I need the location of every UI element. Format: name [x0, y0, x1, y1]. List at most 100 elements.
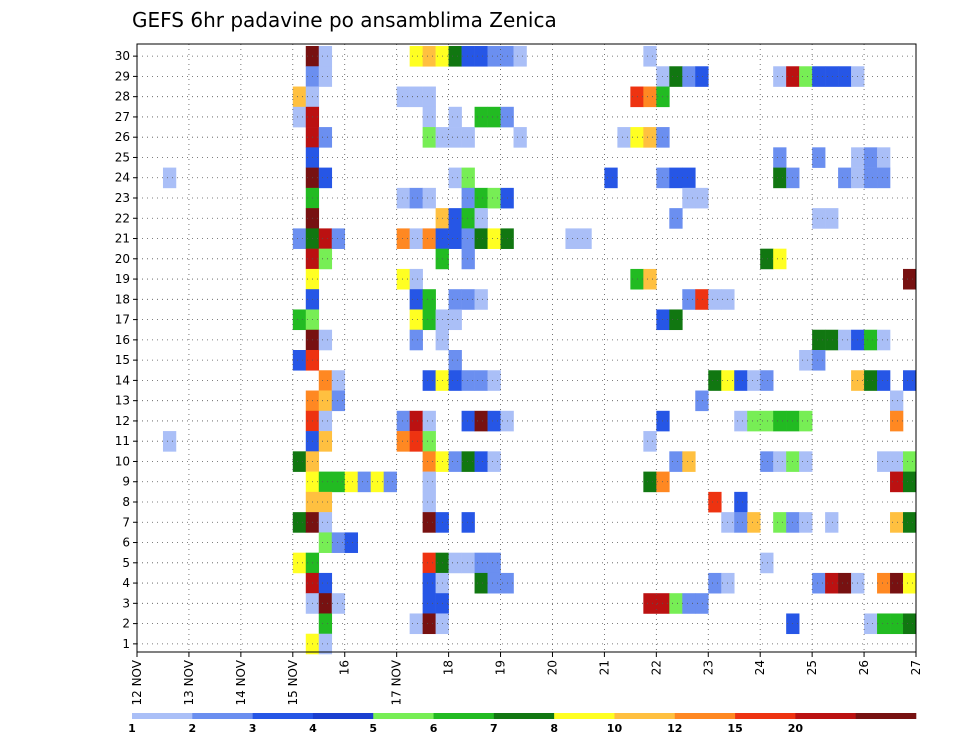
- precip-cell: [890, 410, 904, 432]
- precip-cell: [682, 187, 696, 209]
- x-tick-label: 15 NOV: [286, 659, 300, 705]
- precip-cell: [474, 106, 488, 128]
- precip-cell: [877, 147, 891, 168]
- precip-cell: [890, 471, 904, 493]
- precip-cell: [825, 572, 839, 594]
- precip-cell: [682, 66, 696, 87]
- y-tick-label: 26: [115, 130, 130, 144]
- precip-cell: [903, 512, 917, 533]
- x-tick-label: 14 NOV: [234, 659, 248, 705]
- x-tick-label: 26: [857, 660, 871, 675]
- precip-cell: [877, 451, 891, 472]
- precip-cell: [448, 46, 462, 67]
- precip-cell: [448, 289, 462, 310]
- precip-cell: [448, 106, 462, 128]
- precip-cell: [877, 167, 891, 189]
- precip-cell: [318, 370, 333, 391]
- colorbar-swatch: [493, 713, 555, 719]
- precip-cell: [695, 593, 709, 614]
- precip-cell: [487, 106, 501, 128]
- precip-cell: [461, 248, 475, 270]
- precip-cell: [292, 451, 307, 472]
- precip-cell: [799, 512, 813, 533]
- colorbar-swatch: [252, 713, 314, 719]
- precip-cell: [318, 410, 333, 432]
- precip-cell: [461, 370, 475, 391]
- precip-cell: [357, 471, 371, 493]
- precip-cell: [409, 289, 423, 310]
- colorbar-label: 5: [369, 722, 377, 735]
- precip-cell: [422, 613, 436, 635]
- precip-cell: [669, 593, 683, 614]
- precip-cell: [318, 248, 333, 270]
- y-tick-label: 29: [115, 69, 130, 83]
- precip-cell: [513, 127, 527, 148]
- precip-cell: [864, 147, 878, 168]
- x-tick-label: 23: [701, 660, 715, 675]
- precip-cell: [864, 329, 878, 351]
- x-tick-label: 17 NOV: [390, 659, 404, 705]
- precip-cell: [643, 431, 657, 452]
- precip-cell: [474, 208, 488, 229]
- precip-cell: [903, 268, 917, 290]
- precip-cell: [773, 451, 787, 472]
- y-tick-label: 7: [122, 515, 130, 529]
- precip-cell: [162, 431, 177, 452]
- precip-cell: [318, 431, 333, 452]
- precip-cell: [409, 309, 423, 331]
- precip-cell: [643, 593, 657, 614]
- precip-cell: [760, 248, 774, 270]
- precip-cell: [448, 350, 462, 371]
- y-tick-label: 4: [122, 576, 130, 590]
- x-tick-label: 12 NOV: [130, 659, 144, 705]
- precip-cell: [812, 572, 826, 594]
- precip-cell: [747, 370, 761, 391]
- precip-cell: [695, 289, 709, 310]
- precip-cell: [734, 410, 748, 432]
- precip-cell: [409, 410, 423, 432]
- x-tick-label: 25: [805, 660, 819, 675]
- colorbar-label: 10: [607, 722, 623, 735]
- precip-cell: [643, 471, 657, 493]
- precip-cell: [773, 66, 787, 87]
- precip-cell: [890, 451, 904, 472]
- precip-cell: [877, 572, 891, 594]
- precip-cell: [461, 410, 475, 432]
- precip-cell: [396, 431, 410, 452]
- precip-cell: [799, 66, 813, 87]
- precip-cell: [409, 613, 423, 635]
- colorbar: 1 2 3 4 5 6 7 8 10 12 15 20: [128, 713, 917, 735]
- precip-cell: [890, 572, 904, 594]
- precip-cell: [422, 451, 436, 472]
- y-tick-label: 10: [115, 454, 130, 468]
- colorbar-swatch: [795, 713, 856, 719]
- precip-cell: [682, 593, 696, 614]
- colorbar-label: 12: [667, 722, 682, 735]
- precip-cell: [708, 289, 722, 310]
- precip-cell: [461, 46, 475, 67]
- precip-cell: [292, 350, 307, 371]
- precip-cell: [474, 410, 488, 432]
- precip-cell: [318, 491, 333, 513]
- x-tick-label: 20: [545, 660, 559, 675]
- precip-cell: [448, 228, 462, 249]
- precip-cell: [422, 309, 436, 331]
- precip-cell: [422, 106, 436, 128]
- precip-cell: [474, 46, 488, 67]
- x-tick-label: 16: [338, 660, 352, 675]
- precip-cell: [344, 471, 359, 493]
- precip-cell: [643, 46, 657, 67]
- y-tick-label: 2: [122, 617, 130, 631]
- colorbar-swatch: [614, 713, 676, 719]
- precip-cell: [422, 228, 436, 249]
- y-tick-label: 30: [115, 49, 130, 63]
- precip-cell: [890, 613, 904, 635]
- precip-cell: [292, 552, 307, 574]
- precip-cell: [903, 471, 917, 493]
- colorbar-swatch: [312, 713, 374, 719]
- precip-cell: [708, 491, 722, 513]
- y-tick-label: 3: [122, 596, 130, 610]
- precip-cell: [318, 512, 333, 533]
- precip-cell: [422, 471, 436, 493]
- precip-cell: [318, 593, 333, 614]
